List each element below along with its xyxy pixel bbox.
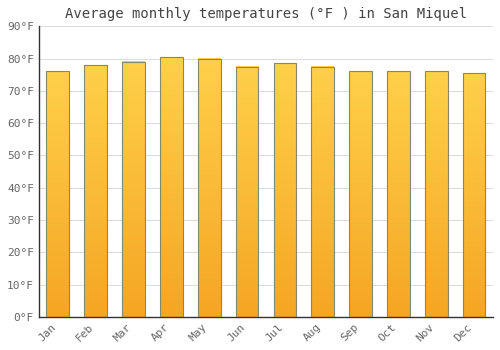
Bar xyxy=(349,71,372,317)
Bar xyxy=(387,71,410,317)
Bar xyxy=(84,65,107,317)
Bar xyxy=(425,71,448,317)
Bar xyxy=(312,66,334,317)
Bar xyxy=(46,71,69,317)
Bar xyxy=(198,58,220,317)
Bar xyxy=(274,63,296,317)
Bar xyxy=(236,66,258,317)
Title: Average monthly temperatures (°F ) in San Miquel: Average monthly temperatures (°F ) in Sa… xyxy=(65,7,467,21)
Bar xyxy=(463,73,485,317)
Bar xyxy=(160,57,182,317)
Bar xyxy=(122,62,145,317)
